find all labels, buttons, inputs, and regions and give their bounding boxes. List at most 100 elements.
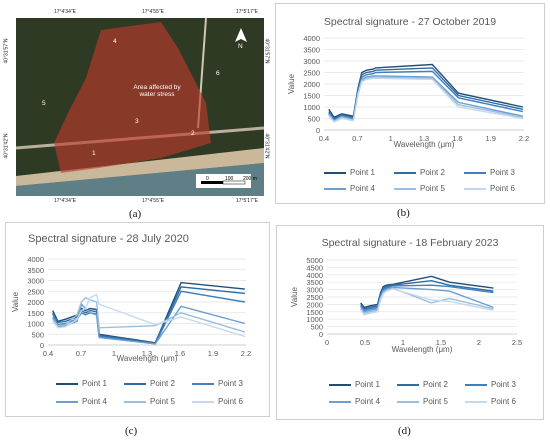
legend-swatch-point-5: [394, 187, 416, 190]
legend-item-point-5: Point 5: [394, 184, 445, 193]
legend-c: Point 1 Point 2 Point 3 Point 4 Point 5 …: [6, 223, 271, 418]
y-tick-label: 4000: [27, 255, 44, 264]
legend-swatch-point-1: [324, 171, 346, 174]
x-tick-label: 0.5: [360, 338, 370, 347]
y-tick-label: 1500: [306, 308, 323, 317]
legend-label-point-3: Point 3: [490, 168, 515, 177]
legend-swatch-point-3: [192, 382, 214, 385]
right-coord-1: 40°31'57"N: [263, 38, 270, 64]
legend-swatch-point-6: [192, 400, 214, 403]
x-axis-label: Wavelength (μm): [392, 345, 453, 354]
panel-label-b: (b): [397, 207, 410, 219]
north-label: N: [238, 43, 243, 50]
legend-label-point-1: Point 1: [82, 379, 107, 388]
x-tick-label: 1.9: [208, 349, 218, 358]
legend-item-point-1: Point 1: [324, 168, 375, 177]
y-tick-label: 500: [307, 115, 320, 124]
series-line-point-3: [52, 290, 246, 345]
legend-swatch-point-6: [465, 400, 487, 403]
left-coord-1: 40°31'57"N: [3, 38, 10, 64]
top-coord-1: 17°4'34"E: [54, 9, 76, 15]
y-tick-label: 0: [319, 330, 323, 339]
x-tick-label: 1.3: [142, 349, 152, 358]
x-tick-label: 1.6: [175, 349, 185, 358]
series-line-point-6: [52, 293, 246, 338]
legend-label-point-3: Point 3: [218, 379, 243, 388]
spectral-chart-d: 0500100015002000250030003500400045005000…: [290, 256, 522, 354]
bottom-coord-3: 17°5'17"E: [236, 198, 258, 204]
x-tick-label: 1.3: [419, 134, 429, 143]
beach-area: [16, 148, 264, 186]
y-tick-label: 5000: [306, 256, 323, 265]
legend-item-point-5: Point 5: [397, 397, 448, 406]
bottom-coord-1: 17°4'34"E: [54, 198, 76, 204]
legend-label-point-3: Point 3: [491, 380, 516, 389]
legend-swatch-point-4: [324, 187, 346, 190]
legend-swatch-point-5: [124, 400, 146, 403]
legend-label-point-2: Point 2: [423, 380, 448, 389]
chart-title-b: Spectral signature - 27 October 2019: [323, 16, 497, 28]
x-tick-label: 0.4: [319, 134, 329, 143]
y-tick-label: 4000: [306, 271, 323, 280]
affected-area: [54, 22, 211, 173]
y-tick-label: 2500: [306, 293, 323, 302]
x-tick-label: 0: [325, 338, 329, 347]
scale-label-100: 100: [225, 176, 234, 182]
x-tick-label: 1.9: [485, 134, 495, 143]
top-coord-2: 17°4'55"E: [142, 9, 164, 15]
legend-swatch-point-4: [329, 400, 351, 403]
legend-label-point-2: Point 2: [420, 168, 445, 177]
y-tick-label: 1000: [27, 320, 44, 329]
map-point-5: 5: [42, 100, 46, 107]
series-line-point-1: [328, 63, 524, 119]
y-tick-label: 0: [316, 126, 320, 135]
y-tick-label: 500: [31, 330, 44, 339]
map-point-4: 4: [113, 38, 117, 45]
panel-label-d: (d): [398, 425, 411, 437]
legend-item-point-3: Point 3: [464, 168, 515, 177]
legend-item-point-4: Point 4: [329, 397, 380, 406]
scale-label-200: 200 m: [243, 176, 257, 182]
y-tick-label: 3000: [306, 286, 323, 295]
y-tick-label: 4500: [306, 263, 323, 272]
left-coord-2: 40°31'42"N: [3, 133, 10, 159]
chart-title-c: Spectral signature - 28 July 2020: [28, 233, 189, 245]
legend-label-point-4: Point 4: [350, 184, 375, 193]
x-tick-label: 0.7: [76, 349, 86, 358]
legend-swatch-point-1: [56, 382, 78, 385]
chart-panel-b: Spectral signature - 27 October 2019 0 50…: [275, 3, 545, 204]
series-line-point-5: [360, 287, 494, 315]
legend-item-point-5: Point 5: [124, 397, 175, 406]
y-tick-label: 3000: [27, 277, 44, 286]
series-line-point-5: [328, 76, 524, 123]
legend-label-point-4: Point 4: [82, 397, 107, 406]
map-annotation: Area affected by water stress: [133, 84, 181, 99]
series-line-point-6: [360, 288, 494, 316]
legend-swatch-point-2: [394, 171, 416, 174]
north-arrow-icon: [235, 28, 247, 42]
y-tick-label: 3000: [303, 57, 320, 66]
legend-label-point-5: Point 5: [150, 397, 175, 406]
y-tick-label: 2000: [303, 80, 320, 89]
legend-label-point-6: Point 6: [491, 397, 516, 406]
y-axis-label: Value: [11, 292, 20, 312]
series-line-point-4: [360, 286, 494, 313]
y-axis-label: Value: [287, 74, 296, 94]
map-point-2: 2: [191, 130, 195, 137]
y-tick-label: 2000: [27, 298, 44, 307]
series-line-point-4: [52, 302, 246, 345]
legend-label-point-4: Point 4: [355, 397, 380, 406]
y-tick-label: 1000: [303, 103, 320, 112]
legend-label-point-6: Point 6: [490, 184, 515, 193]
legend-item-point-2: Point 2: [397, 380, 448, 389]
y-tick-label: 500: [310, 323, 323, 332]
x-tick-label: 2.2: [241, 349, 251, 358]
map-panel: Area affected by water stress 1 2 3 4 5 …: [3, 8, 274, 206]
series-line-point-6: [328, 77, 524, 123]
legend-item-point-6: Point 6: [465, 397, 516, 406]
series-line-point-3: [360, 284, 494, 312]
y-tick-label: 2500: [27, 287, 44, 296]
x-tick-label: 1: [401, 338, 405, 347]
